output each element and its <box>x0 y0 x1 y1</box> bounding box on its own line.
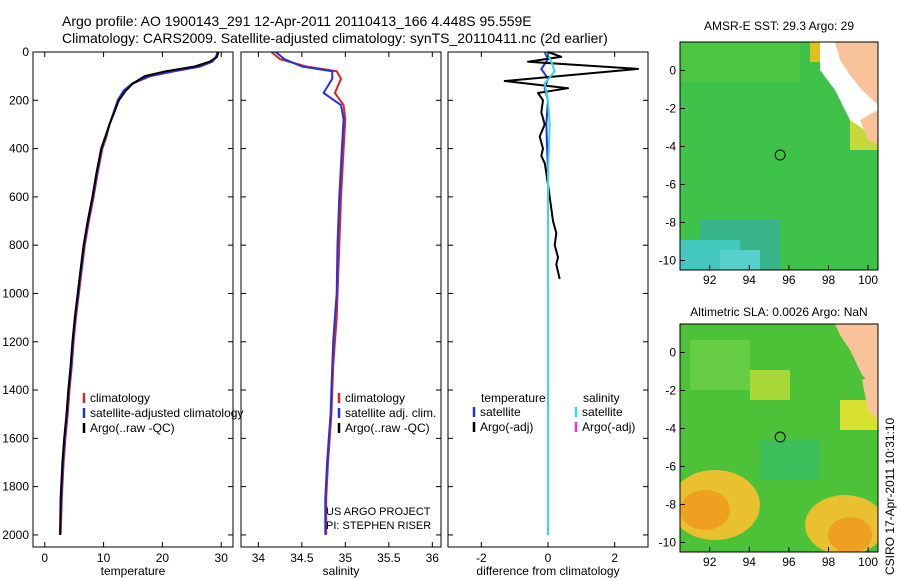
depth-tick-label: 200 <box>9 93 29 107</box>
sst-xtick-label: 100 <box>858 273 878 287</box>
salinity-xtick-label: 35 <box>339 551 353 565</box>
depth-tick-label: 600 <box>9 190 29 204</box>
sla-ytick-label: -8 <box>665 498 676 512</box>
diff-legend-label: satellite <box>480 405 521 419</box>
difference-xtick-label: 0 <box>545 551 552 565</box>
header-line-2: Climatology: CARS2009. Satellite-adjuste… <box>62 30 608 46</box>
sla-map <box>680 324 878 552</box>
depth-tick-label: 1800 <box>2 480 29 494</box>
temperature-xtick-label: 30 <box>215 551 229 565</box>
diff-legend-label: Argo(-adj) <box>582 420 635 434</box>
temperature-xtick-label: 20 <box>156 551 170 565</box>
salinity-series-0 <box>270 51 347 535</box>
temperature-xtick-label: 0 <box>41 551 48 565</box>
sst-xtick-label: 92 <box>703 273 717 287</box>
header-line-1: Argo profile: AO 1900143_291 12-Apr-2011… <box>62 13 532 29</box>
sla-argo-marker <box>774 431 786 443</box>
sst-map <box>680 42 878 270</box>
sst-ytick-label: -10 <box>659 254 677 268</box>
depth-tick-label: 1600 <box>2 431 29 445</box>
salinity-xtick-label: 34 <box>252 551 266 565</box>
difference-series-2 <box>543 51 556 535</box>
sst-ytick-label: -6 <box>665 178 676 192</box>
depth-tick-label: 400 <box>9 142 29 156</box>
sst-xtick-label: 94 <box>743 273 757 287</box>
salinity-xlabel: salinity <box>323 564 360 578</box>
sla-map-title: Altimetric SLA: 0.0026 Argo: NaN <box>690 305 867 319</box>
temperature-legend-label: climatology <box>90 391 150 405</box>
temperature-series-0 <box>59 51 220 535</box>
salinity-frame <box>240 51 442 548</box>
salinity-xtick-label: 36 <box>426 551 440 565</box>
sst-ytick-label: -8 <box>665 216 676 230</box>
sst-map-title: AMSR-E SST: 29.3 Argo: 29 <box>704 19 854 33</box>
depth-tick-label: 1400 <box>2 383 29 397</box>
sla-ytick-label: 0 <box>669 346 676 360</box>
sla-xtick-label: 98 <box>822 555 836 569</box>
sla-ytick-label: -2 <box>665 384 676 398</box>
csiro-stamp: CSIRO 17-Apr-2011 10:31:10 <box>883 417 897 575</box>
temperature-frame <box>32 51 234 548</box>
sla-frame <box>679 323 879 553</box>
sst-xtick-label: 98 <box>822 273 836 287</box>
salinity-xtick-label: 34.5 <box>290 551 314 565</box>
sst-xtick-label: 96 <box>782 273 796 287</box>
diff-legend-label: Argo(-adj) <box>480 420 533 434</box>
difference-xlabel: difference from climatology <box>476 564 619 578</box>
difference-series-1 <box>503 51 639 280</box>
temperature-series-1 <box>59 51 219 535</box>
difference-xtick-label: -2 <box>476 551 487 565</box>
sla-ytick-label: -4 <box>665 422 676 436</box>
diff-legend-heading-salinity: salinity <box>583 391 620 405</box>
temperature-legend-label: Argo(..raw -QC) <box>90 421 175 435</box>
sla-xtick-label: 92 <box>703 555 717 569</box>
sst-ytick-label: 0 <box>669 64 676 78</box>
sla-ytick-label: -6 <box>665 460 676 474</box>
depth-tick-label: 0 <box>22 45 29 59</box>
depth-tick-label: 2000 <box>2 528 29 542</box>
diff-legend-heading-temperature: temperature <box>481 391 546 405</box>
temperature-xlabel: temperature <box>101 564 166 578</box>
salinity-legend-label: Argo(..raw -QC) <box>345 421 430 435</box>
sst-frame <box>679 41 879 271</box>
temperature-series-2 <box>59 51 220 535</box>
depth-tick-label: 1000 <box>2 286 29 300</box>
diff-legend-label: satellite <box>582 405 623 419</box>
project-annotation: PI: STEPHEN RISER <box>326 520 431 532</box>
difference-xtick-label: 2 <box>611 551 618 565</box>
temperature-legend-label: satellite-adjusted climatology <box>90 406 243 420</box>
salinity-series-1 <box>275 51 345 535</box>
temperature-xtick-label: 10 <box>97 551 111 565</box>
sla-xtick-label: 96 <box>782 555 796 569</box>
salinity-legend-label: climatology <box>345 391 405 405</box>
sst-ytick-label: -2 <box>665 102 676 116</box>
salinity-xtick-label: 35.5 <box>377 551 401 565</box>
sla-xtick-label: 94 <box>743 555 757 569</box>
sla-xtick-label: 100 <box>858 555 878 569</box>
depth-tick-label: 1200 <box>2 335 29 349</box>
salinity-legend-label: satellite adj. clim. <box>345 406 436 420</box>
depth-tick-label: 800 <box>9 238 29 252</box>
project-annotation: US ARGO PROJECT <box>326 506 431 518</box>
sst-ytick-label: -4 <box>665 140 676 154</box>
sla-ytick-label: -10 <box>659 536 677 550</box>
sst-argo-marker <box>774 149 786 161</box>
